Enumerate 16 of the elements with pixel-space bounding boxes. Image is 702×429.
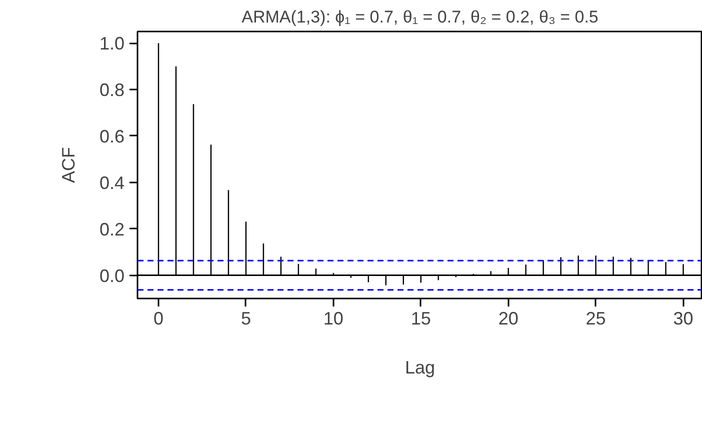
- x-tick-label: 10: [323, 308, 344, 328]
- x-tick-label: 5: [240, 308, 251, 328]
- x-tick-label: 30: [673, 308, 694, 328]
- y-tick-label: 1.0: [99, 34, 125, 54]
- y-tick-label: 0.4: [99, 172, 125, 193]
- x-tick-label: 15: [410, 308, 431, 328]
- x-tick-label: 20: [498, 308, 518, 328]
- x-tick-label: 0: [153, 308, 164, 328]
- y-axis-title: ACF: [58, 146, 78, 183]
- y-tick-label: 0.0: [99, 266, 125, 286]
- y-tick-label: 0.2: [99, 219, 125, 240]
- x-axis-title: Lag: [404, 358, 436, 378]
- y-tick-label: 0.8: [99, 80, 125, 100]
- x-tick-label: 25: [586, 308, 606, 328]
- chart-title: ARMA(1,3): ϕ₁ = 0.7, θ₁ = 0.7, θ₂ = 0.2, θ₃ = 0.5: [242, 8, 598, 26]
- y-tick-label: 0.6: [99, 126, 125, 146]
